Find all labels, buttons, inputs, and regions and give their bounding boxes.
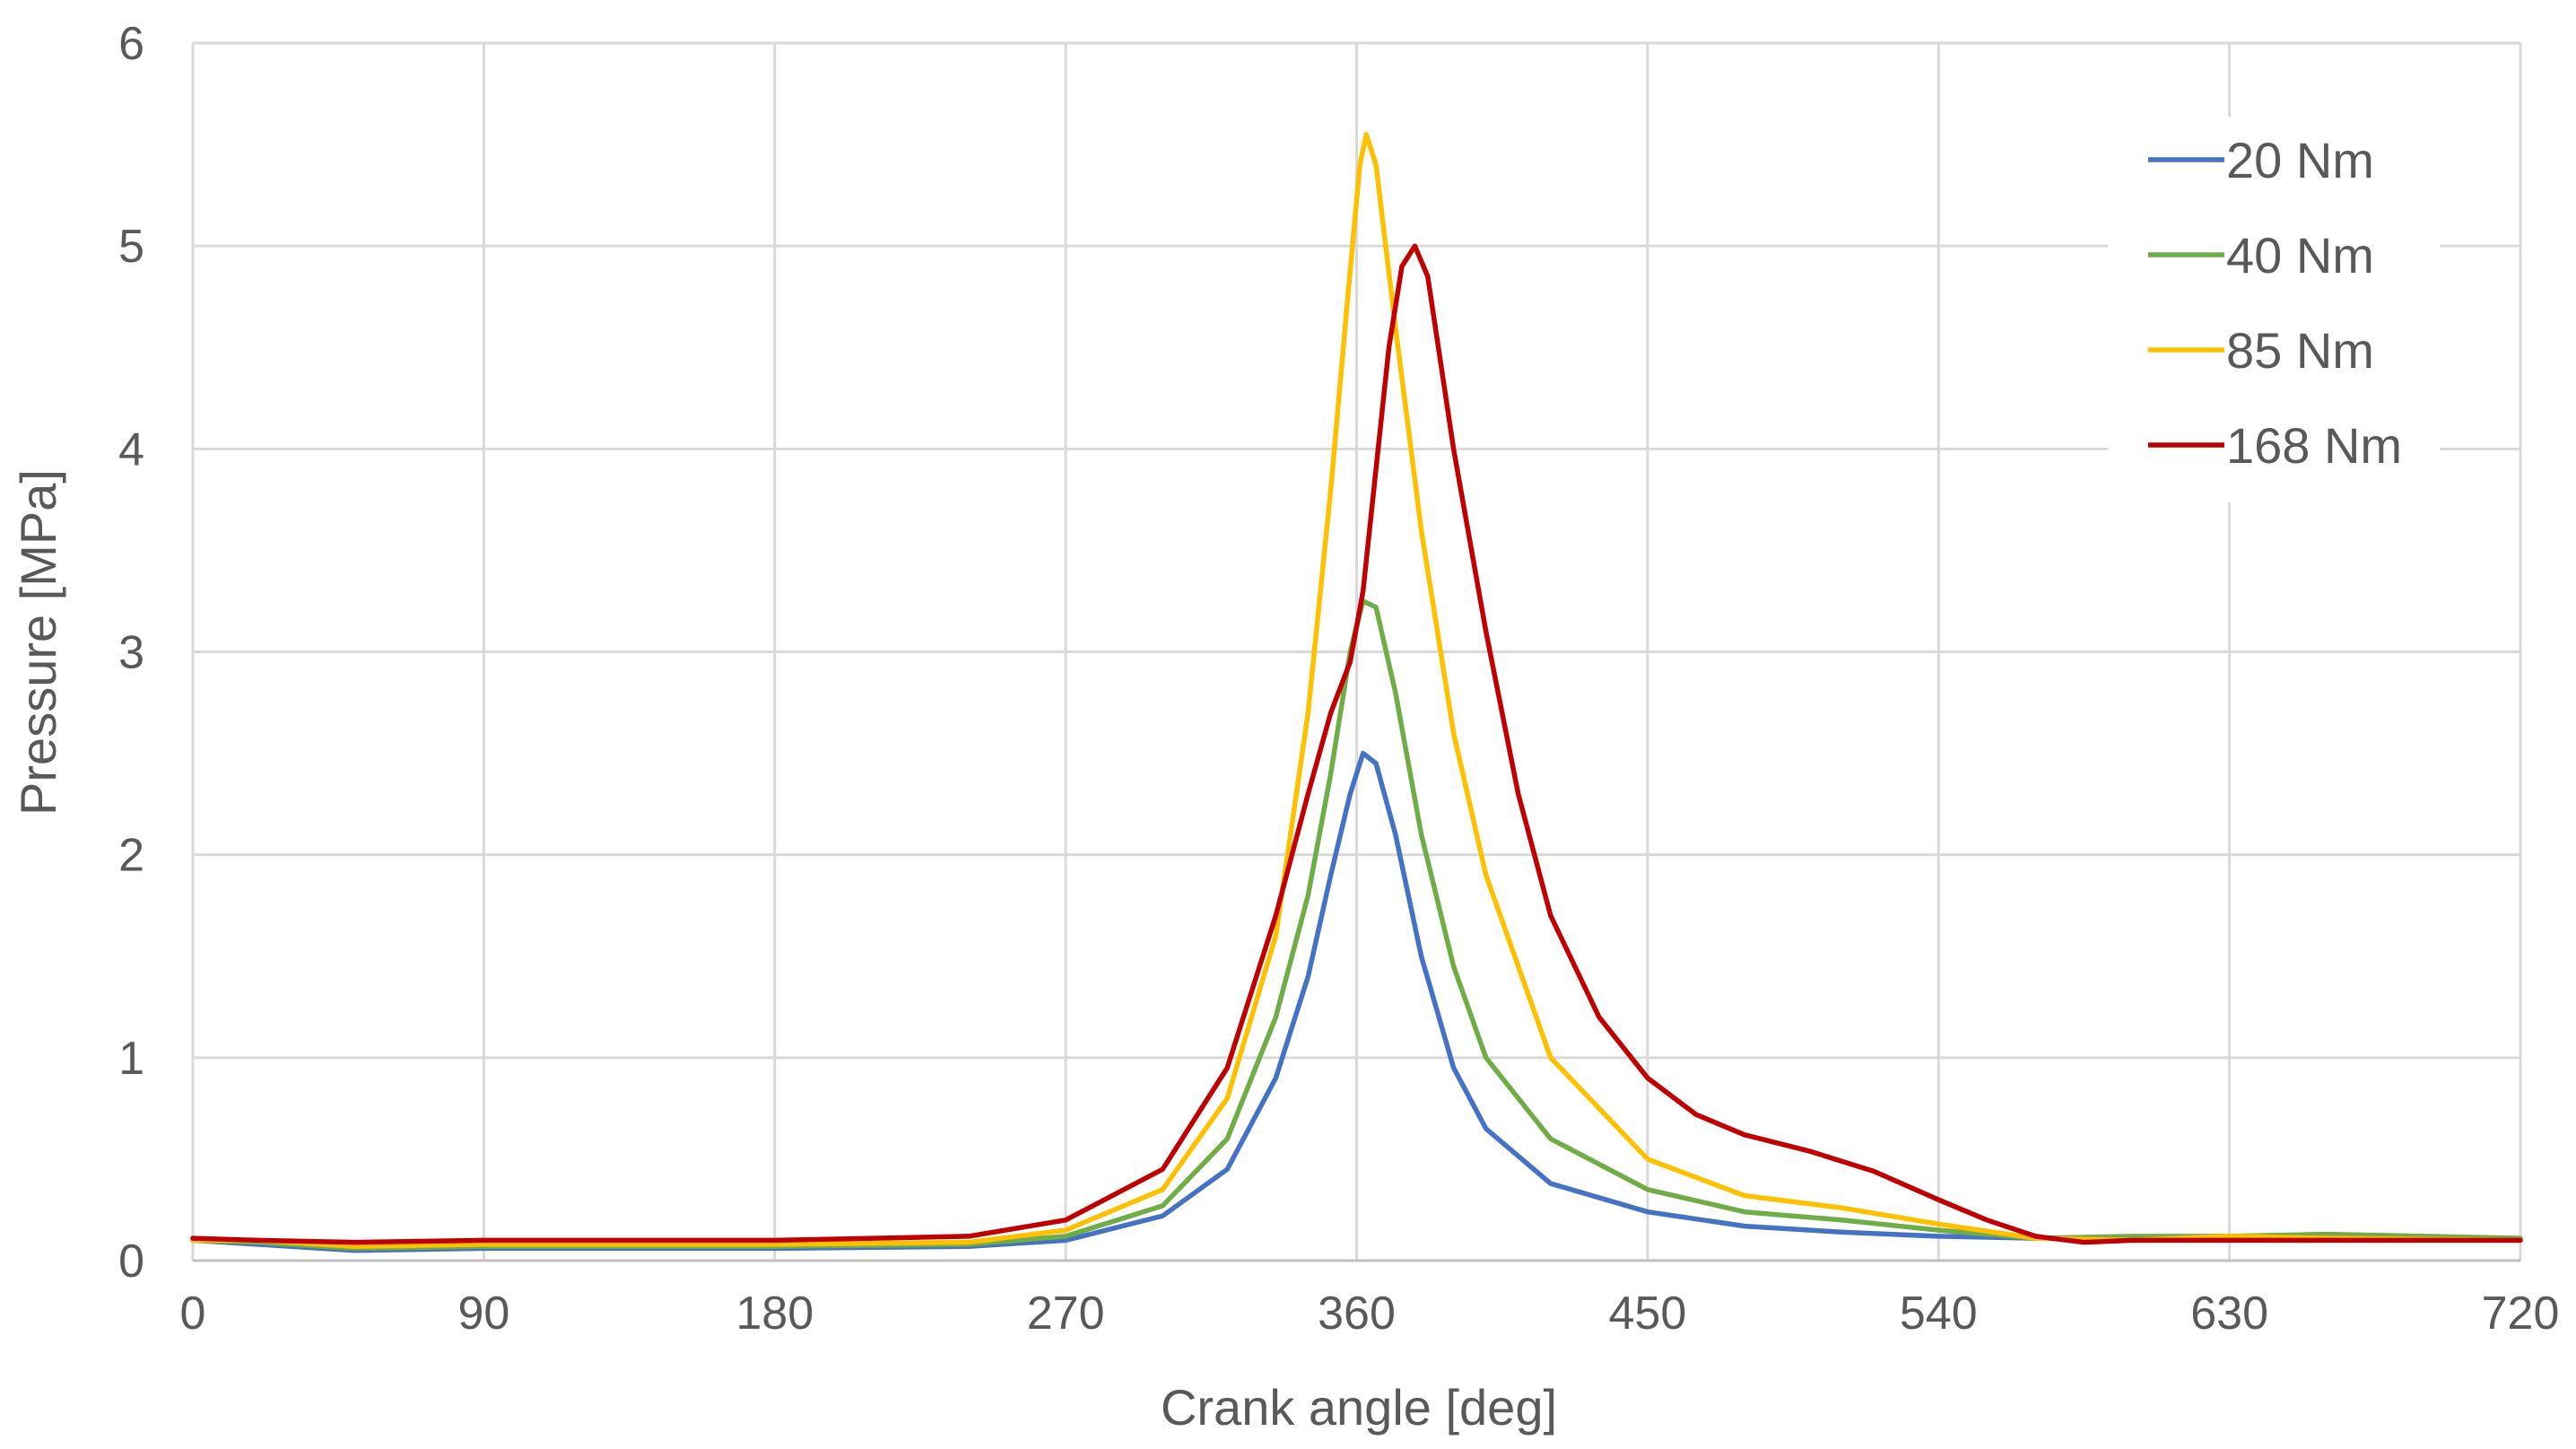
y-tick-label-4: 4 <box>118 423 144 476</box>
x-tick-label-5: 450 <box>1608 1288 1686 1340</box>
legend-background <box>2108 117 2440 502</box>
legend-label-168-nm: 168 Nm <box>2226 417 2402 474</box>
legend-label-85-nm: 85 Nm <box>2226 322 2374 379</box>
legend-label-40-nm: 40 Nm <box>2226 227 2374 284</box>
series-lines <box>190 132 2523 1253</box>
legend: 20 Nm 40 Nm 85 Nm 168 Nm <box>2108 117 2440 502</box>
x-axis-title: Crank angle [deg] <box>1161 1379 1557 1436</box>
series-line-168-nm <box>190 243 2523 1245</box>
y-axis-title: Pressure [MPa] <box>10 469 66 816</box>
x-tick-label-0: 0 <box>180 1288 206 1340</box>
legend-label-20-nm: 20 Nm <box>2226 132 2374 188</box>
x-tick-label-3: 270 <box>1027 1288 1105 1340</box>
y-tick-label-6: 6 <box>118 18 144 70</box>
x-tick-label-7: 630 <box>2190 1288 2268 1340</box>
series-line-85-nm <box>190 132 2523 1249</box>
y-tick-label-3: 3 <box>118 627 144 679</box>
tick-labels: 0 90 180 270 360 450 540 630 720 0 1 2 3 4 5 6 <box>118 18 2559 1340</box>
x-tick-label-6: 540 <box>1900 1288 1978 1340</box>
x-tick-label-8: 720 <box>2482 1288 2560 1340</box>
x-tick-label-1: 90 <box>457 1288 509 1340</box>
x-tick-label-2: 180 <box>735 1288 814 1340</box>
x-tick-label-4: 360 <box>1318 1288 1396 1340</box>
y-tick-label-2: 2 <box>118 830 144 882</box>
y-tick-label-0: 0 <box>118 1235 144 1288</box>
y-tick-label-1: 1 <box>118 1033 144 1085</box>
y-tick-label-5: 5 <box>118 221 144 273</box>
